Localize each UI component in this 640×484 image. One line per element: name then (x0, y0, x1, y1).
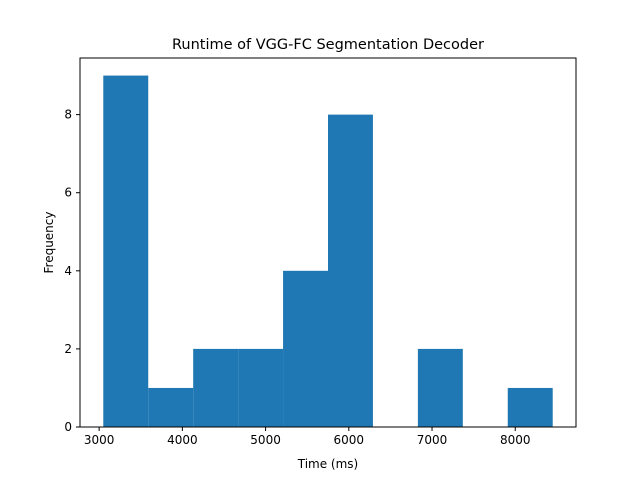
y-tick-label: 6 (64, 186, 72, 200)
histogram-bar (328, 114, 373, 427)
histogram-bar (507, 387, 553, 427)
histogram-bar (238, 348, 284, 427)
y-tick-label: 8 (64, 108, 72, 122)
x-tick-label: 8000 (500, 433, 531, 447)
y-tick-label: 2 (64, 342, 72, 356)
histogram-bar (103, 75, 149, 428)
x-tick-label: 6000 (334, 433, 365, 447)
chart-title: Runtime of VGG-FC Segmentation Decoder (172, 37, 484, 53)
x-axis-label: Time (ms) (297, 457, 359, 471)
x-tick-label: 7000 (417, 433, 448, 447)
y-axis-label: Frequency (42, 212, 56, 274)
histogram-bar (283, 270, 328, 427)
x-tick-label: 4000 (167, 433, 198, 447)
x-tick-label: 5000 (250, 433, 281, 447)
plot-frame (79, 57, 577, 428)
histogram-bar (417, 348, 463, 427)
y-tick-label: 0 (64, 420, 72, 434)
ticks-group: 3000 4000 5000 6000 7000 8000 0 2 4 6 8 (64, 108, 530, 447)
histogram-bar (148, 387, 194, 427)
bars-group (103, 75, 553, 428)
histogram-bar (193, 348, 239, 427)
x-tick-label: 3000 (84, 433, 115, 447)
y-tick-label: 4 (64, 264, 72, 278)
